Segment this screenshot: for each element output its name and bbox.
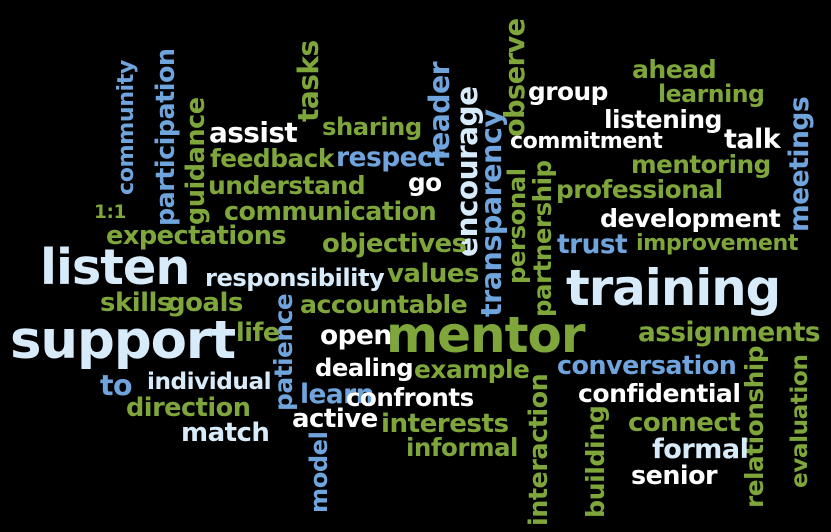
word-mentoring: mentoring: [631, 150, 771, 179]
word-formal: formal: [652, 434, 749, 465]
word-talk: talk: [724, 124, 781, 155]
word-senior: senior: [631, 460, 718, 490]
word-go: go: [408, 168, 442, 197]
word-1-1: 1:1: [94, 202, 127, 223]
word-trust: trust: [557, 229, 628, 260]
word-open: open: [320, 320, 392, 351]
word-building: building: [581, 405, 610, 518]
word-active: active: [292, 404, 378, 434]
word-feedback: feedback: [210, 144, 334, 173]
word-confidential: confidential: [578, 379, 741, 408]
word-skills: skills: [100, 288, 172, 318]
word-assignments: assignments: [638, 318, 821, 348]
word-commitment: commitment: [510, 128, 663, 154]
word-participation: participation: [150, 48, 180, 227]
word-expectations: expectations: [106, 221, 287, 251]
word-partnership: partnership: [528, 160, 557, 317]
word-goals: goals: [167, 288, 243, 318]
word-accountable: accountable: [300, 290, 468, 319]
word-assist: assist: [209, 116, 298, 149]
word-objectives: objectives: [322, 229, 467, 259]
word-connect: connect: [628, 408, 741, 438]
word-tasks: tasks: [292, 40, 325, 122]
word-individual: individual: [147, 368, 272, 395]
word-interaction: interaction: [524, 373, 554, 526]
word-interests: interests: [381, 409, 509, 439]
word-communication: communication: [224, 196, 437, 226]
word-informal: informal: [406, 433, 518, 462]
word-conversation: conversation: [557, 350, 737, 380]
word-dealing: dealing: [315, 353, 414, 382]
word-responsibility: responsibility: [205, 264, 385, 292]
word-patience: patience: [269, 293, 298, 411]
word-respect: respect: [336, 142, 445, 173]
word-mentor: mentor: [386, 306, 586, 364]
word-to: to: [100, 369, 133, 402]
word-model: model: [305, 431, 333, 513]
word-community: community: [113, 60, 139, 195]
word-improvement: improvement: [636, 230, 798, 256]
word-support: support: [10, 310, 236, 371]
word-confronts: confronts: [346, 383, 474, 412]
word-listening: listening: [604, 105, 722, 134]
word-relationship: relationship: [740, 345, 769, 508]
word-understand: understand: [208, 171, 366, 200]
word-group: group: [528, 77, 608, 106]
word-development: development: [600, 204, 781, 233]
word-life: life: [236, 317, 280, 347]
word-personal: personal: [502, 168, 531, 284]
word-evaluation: evaluation: [786, 354, 813, 488]
word-values: values: [387, 259, 479, 289]
word-observe: observe: [500, 18, 531, 137]
word-sharing: sharing: [322, 112, 422, 141]
word-professional: professional: [556, 175, 723, 204]
word-learn: learn: [300, 379, 374, 410]
word-example: example: [414, 355, 530, 384]
word-ahead: ahead: [632, 55, 717, 84]
word-training: training: [566, 259, 781, 317]
word-listen: listen: [40, 238, 191, 296]
word-match: match: [181, 418, 270, 448]
word-direction: direction: [126, 393, 251, 423]
word-learning: learning: [658, 80, 765, 108]
word-guidance: guidance: [181, 97, 211, 225]
word-meetings: meetings: [784, 96, 815, 232]
